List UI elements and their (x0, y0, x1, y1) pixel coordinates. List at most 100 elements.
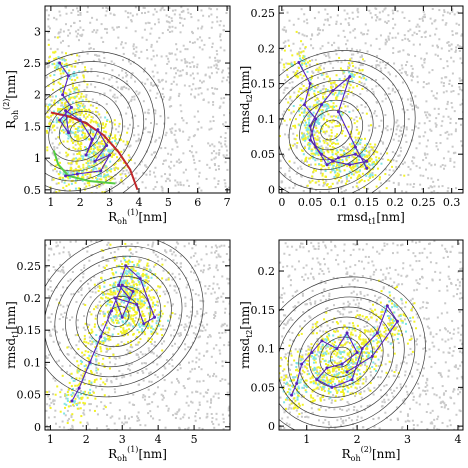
trajectory-point (142, 322, 146, 326)
trajectory-point (295, 381, 299, 385)
plot-frame (44, 5, 231, 194)
trajectory-point (75, 172, 79, 176)
plot-frame (44, 239, 231, 431)
trajectory-point (340, 362, 344, 366)
x-tick-label: 0.3 (443, 196, 461, 209)
y-tick-label: 0.15 (251, 304, 276, 317)
trajectory-point (108, 153, 112, 157)
trajectory-point (61, 93, 65, 97)
trajectory-point (84, 153, 88, 157)
x-tick-label: 4 (135, 196, 142, 209)
x-tick-label: 1 (303, 433, 310, 446)
trajectory-point (330, 385, 334, 389)
x-tick-label: 3 (119, 433, 126, 446)
trajectory-point (88, 360, 92, 364)
trajectory-point (365, 159, 369, 163)
trajectory-point (127, 296, 131, 300)
trajectory-point (66, 74, 70, 78)
trajectory-point (345, 370, 349, 374)
trajectory-point (325, 163, 329, 167)
x-tick-label: 2 (354, 433, 361, 446)
trajectory-line (298, 62, 369, 169)
y-tick-label: 2 (34, 89, 41, 102)
density-cloud (45, 240, 230, 430)
trajectory-point (370, 354, 374, 358)
y-tick-label: 1.5 (24, 120, 42, 133)
trajectory-point (308, 82, 312, 86)
x-tick-label: 1 (47, 196, 54, 209)
y-axis-label: rmsdt1[nm] (4, 301, 20, 369)
x-tick-label: 7 (224, 196, 231, 209)
cyan-samples (280, 291, 412, 404)
y-tick-label: 3 (34, 25, 41, 38)
x-tick-label: 0 (278, 196, 285, 209)
trajectory-point (350, 378, 354, 382)
y-tick-label: 0.15 (251, 78, 276, 91)
trajectory-point (336, 156, 340, 160)
x-tick-label: 3 (106, 196, 113, 209)
plot-frame (278, 5, 464, 194)
trajectory-point (77, 386, 81, 390)
trajectory-point (297, 60, 301, 64)
plot-area (279, 240, 463, 430)
trajectory-point (109, 309, 113, 313)
trajectory-point (348, 163, 352, 167)
trajectory-point (310, 350, 314, 354)
y-tick-label: 0.1 (258, 343, 276, 356)
trajectory-point (308, 138, 312, 142)
plot-frame (278, 239, 464, 431)
y-tick-label: 0 (268, 420, 275, 433)
x-tick-label: 0.1 (330, 196, 348, 209)
trajectory-point (66, 131, 70, 135)
trajectory-point (348, 75, 352, 79)
plot-area (45, 240, 230, 430)
y-tick-label: 2.5 (24, 57, 42, 70)
trajectory-point (325, 366, 329, 370)
trajectory-point (353, 152, 357, 156)
y-tick-label: 0.25 (17, 260, 42, 273)
trajectory-point (138, 277, 142, 281)
plot-area (279, 7, 463, 193)
trajectory-point (315, 378, 319, 382)
trajectory-point (131, 290, 135, 294)
x-tick-label: 0.05 (298, 196, 323, 209)
trajectory-point (336, 110, 340, 114)
trajectory-point (93, 159, 97, 163)
panel-bottom-right: 1 2 3 4 0 0.05 0.1 0.15 0.2 Roh(2)[nm] rmsdt2[nm] (238, 239, 464, 463)
trajectory-point (70, 399, 74, 403)
trajectory-point (360, 347, 364, 351)
plot-area (45, 6, 230, 193)
y-tick-label: 0.1 (258, 113, 276, 126)
x-tick-label: 0.2 (386, 196, 404, 209)
x-tick-label: 2 (77, 196, 84, 209)
trajectory-point (78, 118, 82, 122)
trajectory-point (120, 315, 124, 319)
y-tick-label: 0.05 (17, 389, 42, 402)
trajectory-point (58, 118, 62, 122)
trajectory-point (308, 124, 312, 128)
trajectory-point (64, 174, 68, 178)
y-tick-label: 1 (34, 152, 41, 165)
x-tick-label: 5 (165, 196, 172, 209)
trajectory-point (355, 350, 359, 354)
trajectory-point (135, 302, 139, 306)
trajectory-point (319, 103, 323, 107)
x-axis-label: rmsdt1[nm] (337, 210, 405, 226)
y-tick-label: 0 (34, 421, 41, 434)
trajectory-point (58, 61, 62, 65)
y-tick-label: 0 (268, 183, 275, 196)
y-tick-label: 0.25 (251, 7, 276, 20)
panel-top-right: 0 0.05 0.1 0.15 0.2 0.25 0.3 0 0.05 0.1 0.15 0.2 0.2… (238, 5, 464, 226)
x-axis-label: Roh(1)[nm] (108, 208, 167, 226)
trajectory-point (353, 145, 357, 149)
trajectory-point (365, 166, 369, 170)
x-tick-label: 4 (454, 433, 461, 446)
y-tick-label: 0.2 (258, 265, 276, 278)
trajectory-point (319, 152, 323, 156)
x-tick-label: 6 (194, 196, 201, 209)
y-tick-label: 0.5 (24, 184, 42, 197)
y-axis-label: rmsdt2[nm] (238, 66, 254, 134)
y-axis-label: Roh(2)[nm] (2, 70, 20, 129)
